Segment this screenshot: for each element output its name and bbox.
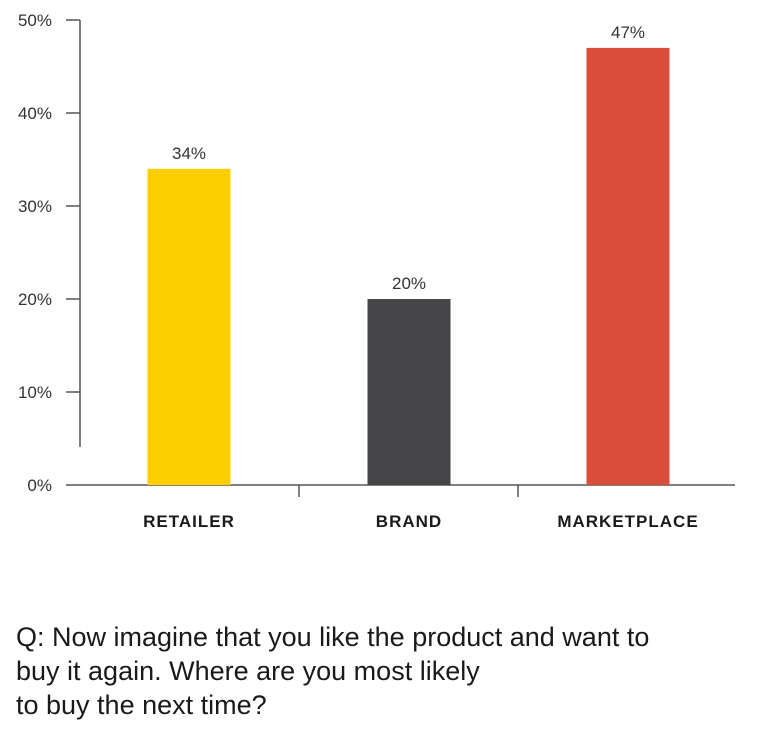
question-line-2: buy it again. Where are you most likely: [16, 656, 480, 686]
question-line-1: Q: Now imagine that you like the product…: [16, 622, 650, 652]
survey-question: Q: Now imagine that you like the product…: [16, 620, 766, 722]
bar-marketplace: [586, 47, 670, 486]
bar-chart: 0% 10% 20% 30% 40% 50% 34% RETAILER 20% BRAND 47% M…: [18, 11, 735, 531]
y-tick-label: 0%: [27, 476, 52, 495]
bar-retailer: [147, 168, 231, 486]
data-label: 34%: [172, 144, 206, 163]
x-category-label: RETAILER: [143, 512, 235, 531]
y-tick-label: 40%: [18, 104, 52, 123]
y-tick-label: 30%: [18, 197, 52, 216]
question-line-3: to buy the next time?: [16, 690, 267, 720]
y-tick-label: 20%: [18, 290, 52, 309]
y-tick-label: 50%: [18, 11, 52, 30]
data-label: 20%: [392, 274, 426, 293]
data-label: 47%: [611, 23, 645, 42]
y-tick-label: 10%: [18, 383, 52, 402]
bar-brand: [367, 299, 451, 485]
x-category-label: MARKETPLACE: [557, 512, 698, 531]
x-category-label: BRAND: [376, 512, 442, 531]
